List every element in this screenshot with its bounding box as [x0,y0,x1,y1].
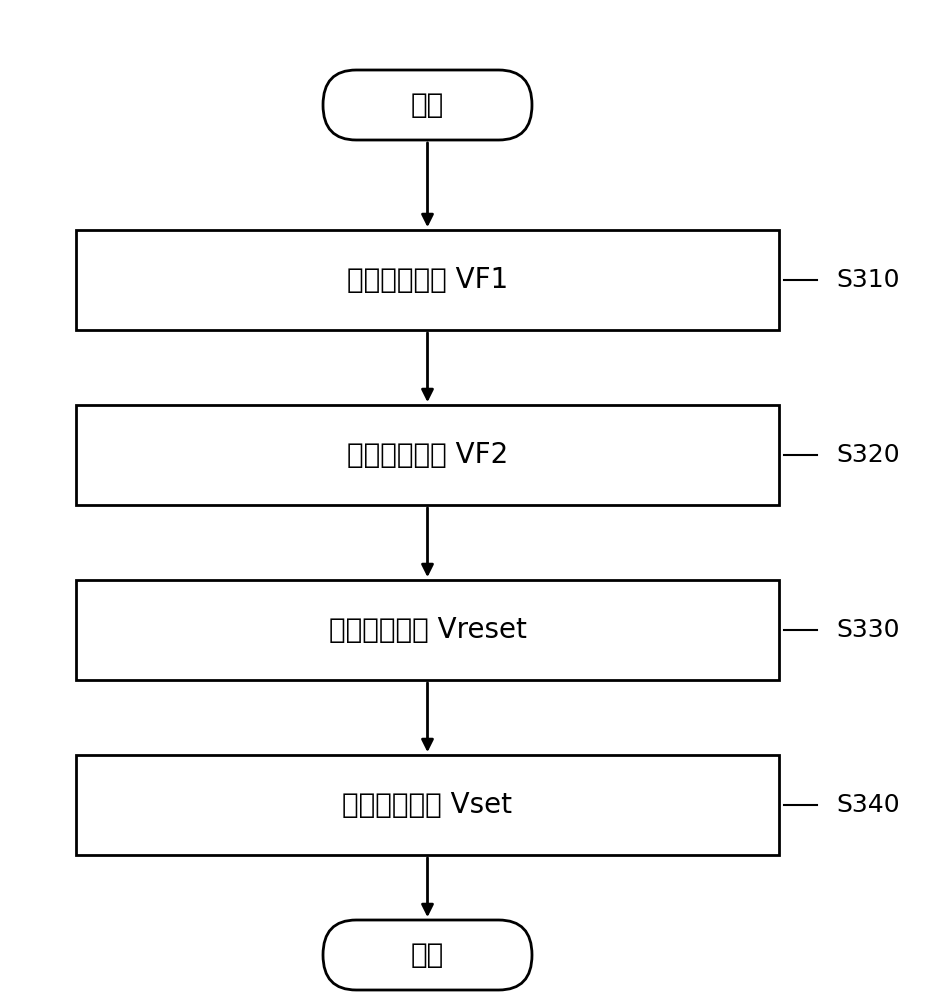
Text: S330: S330 [836,618,900,642]
Text: 提供形成电压 VF1: 提供形成电压 VF1 [347,266,508,294]
FancyBboxPatch shape [323,920,532,990]
Text: S310: S310 [836,268,900,292]
FancyBboxPatch shape [76,755,779,855]
FancyBboxPatch shape [76,405,779,505]
FancyBboxPatch shape [76,230,779,330]
Text: 提供重置电压 Vreset: 提供重置电压 Vreset [329,616,526,644]
Text: 结束: 结束 [410,941,444,969]
Text: 提供设定电压 Vset: 提供设定电压 Vset [343,791,512,819]
Text: S320: S320 [836,443,900,467]
Text: 开始: 开始 [410,91,444,119]
FancyBboxPatch shape [76,580,779,680]
Text: S340: S340 [836,793,900,817]
Text: 提供形成电压 VF2: 提供形成电压 VF2 [347,441,508,469]
FancyBboxPatch shape [323,70,532,140]
